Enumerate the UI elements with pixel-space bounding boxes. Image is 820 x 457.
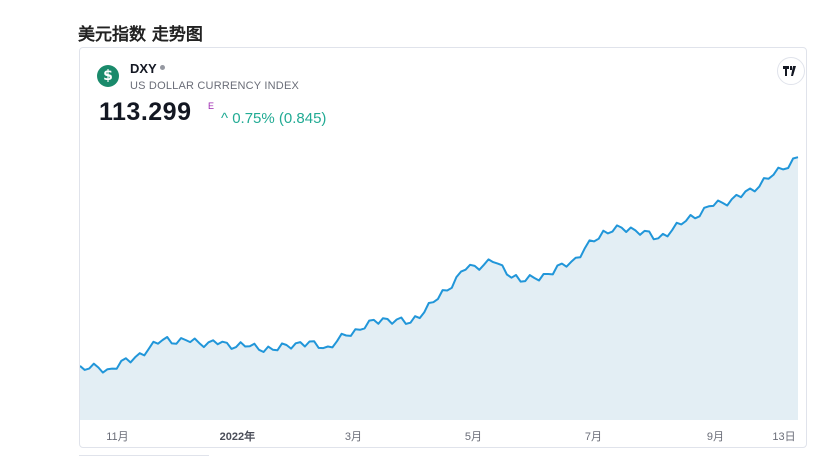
x-tick-label: 11月: [106, 431, 128, 443]
symbol-ticker[interactable]: DXY: [130, 61, 157, 76]
page-title: 美元指数 走势图: [78, 25, 203, 45]
x-tick-label: 9月: [707, 431, 724, 443]
x-tick-label: 5月: [465, 431, 482, 443]
dxy-chart-widget[interactable]: $ DXY US DOLLAR CURRENCY INDEX 113.299 E…: [79, 47, 807, 448]
last-price: 113.299: [99, 98, 192, 126]
x-tick-label: 3月: [345, 431, 362, 443]
symbol-description: US DOLLAR CURRENCY INDEX: [130, 80, 300, 92]
divider: [79, 455, 209, 456]
dollar-logo-icon: $: [97, 65, 119, 87]
series-line: [80, 156, 799, 374]
x-tick-label: 13日: [772, 431, 795, 443]
tradingview-logo-icon[interactable]: [777, 57, 805, 85]
x-tick-label: 7月: [585, 431, 602, 443]
price-flag: E: [208, 101, 215, 111]
series-area-fill: [80, 157, 798, 420]
price-chart[interactable]: 11月 2022年 3月 5月 7月 9月 13日: [80, 48, 806, 447]
price-change: ^ 0.75% (0.845): [221, 110, 327, 127]
x-tick-label: 2022年: [220, 429, 255, 443]
market-status-dot-icon: [160, 65, 165, 70]
